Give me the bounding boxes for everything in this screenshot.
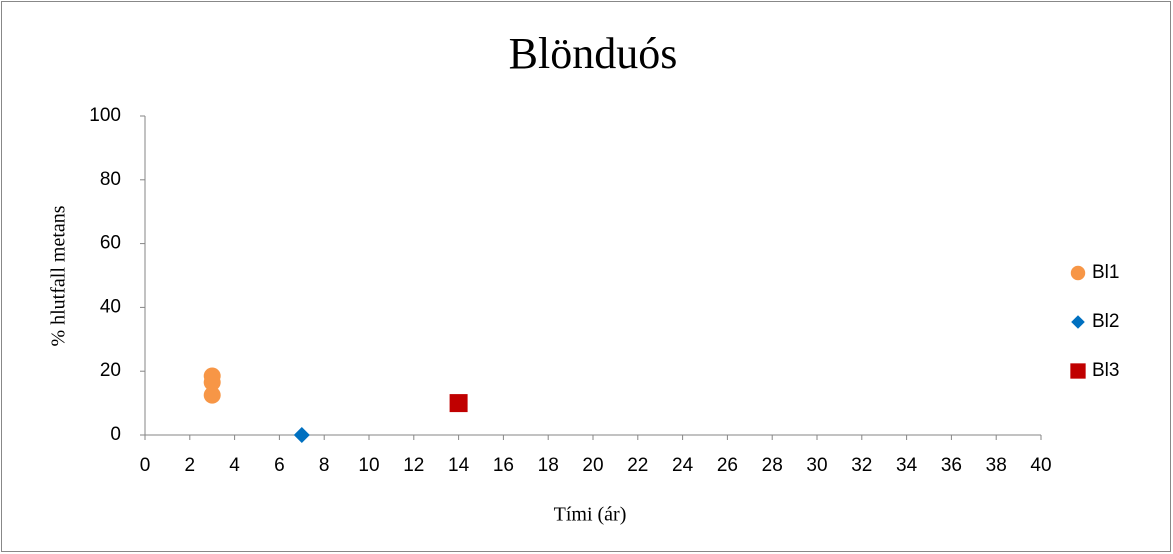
legend-label: Bl3 [1092,360,1119,381]
x-tick-label: 2 [185,455,196,476]
x-tick-label: 12 [403,455,424,476]
x-tick-label: 36 [941,455,962,476]
x-tick-label: 38 [986,455,1007,476]
y-tick-label: 40 [100,296,121,317]
x-tick-label: 18 [538,455,559,476]
x-tick-label: 0 [140,455,151,476]
x-tick-label: 24 [672,455,694,476]
x-tick-label: 16 [493,455,514,476]
y-axis-label: % hlutfall metans [48,205,70,346]
x-tick-label: 4 [229,455,240,476]
x-tick-label: 30 [806,455,827,476]
x-tick-label: 40 [1030,455,1051,476]
x-tick-label: 32 [851,455,872,476]
x-tick-label: 10 [358,455,379,476]
x-tick-label: 28 [762,455,783,476]
x-tick-label: 20 [582,455,603,476]
legend-label: Bl2 [1092,311,1119,332]
data-point [449,394,468,413]
legend-marker [1070,363,1086,379]
data-point [203,373,221,391]
x-tick-label: 6 [274,455,285,476]
y-tick-label: 100 [89,105,121,126]
x-tick-label: 22 [627,455,648,476]
x-tick-label: 26 [717,455,738,476]
legend-label: Bl1 [1092,262,1119,283]
x-tick-label: 8 [319,455,330,476]
y-tick-label: 60 [100,233,121,254]
y-tick-label: 0 [110,424,121,445]
x-tick-label: 14 [448,455,470,476]
data-point [293,427,310,443]
chart-title: Blönduós [509,29,678,78]
legend-marker [1070,265,1086,281]
y-tick-label: 20 [100,360,121,381]
y-tick-label: 80 [100,169,121,190]
data-point [203,386,221,404]
x-axis-label: Tími (ár) [554,504,627,526]
x-tick-label: 34 [896,455,918,476]
